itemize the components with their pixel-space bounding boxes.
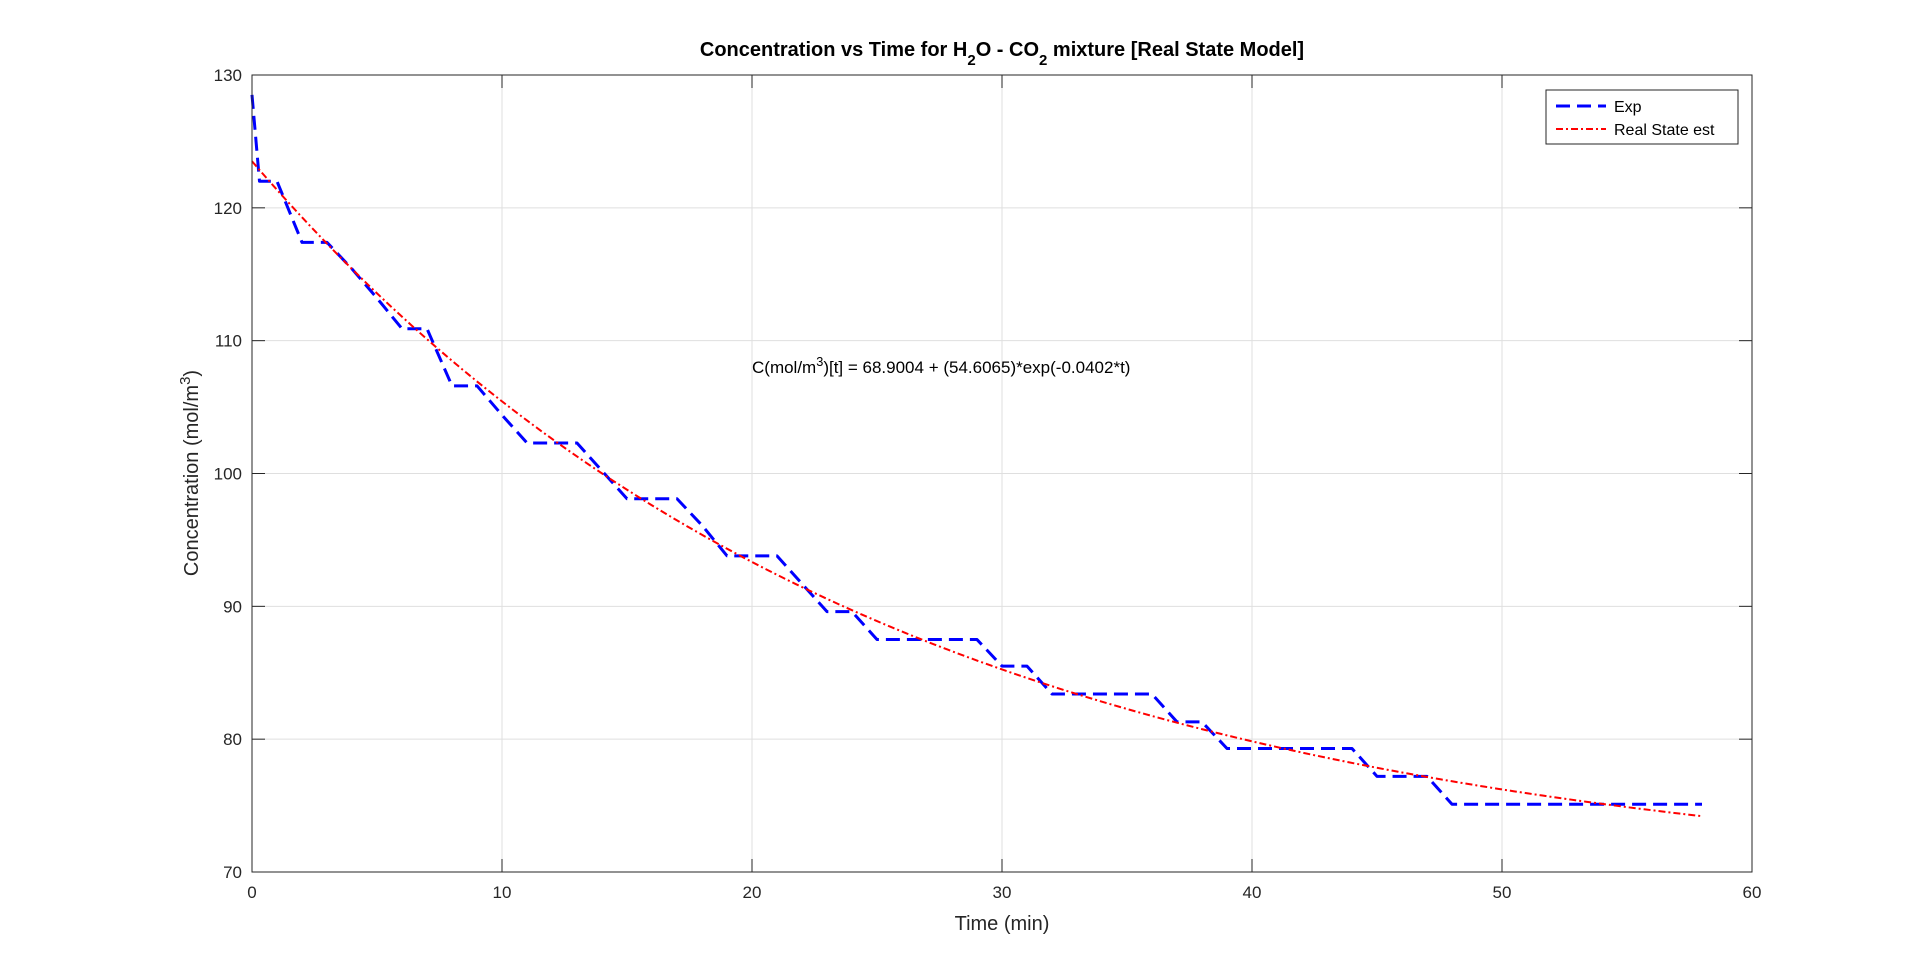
ticks: 0 10 20 30 40 50 60 70 80 90 100 110 120 130	[214, 66, 1762, 902]
text-run: mixture [Real State Model]	[1047, 39, 1304, 61]
y-tick-label: 120	[214, 199, 242, 218]
superscript: 3	[177, 377, 194, 385]
legend-label: Real State est	[1614, 122, 1715, 139]
subscript: 2	[1039, 52, 1047, 69]
text-run: Concentration vs Time for H	[700, 39, 967, 61]
x-tick-label: 60	[1743, 883, 1762, 902]
chart-title: Concentration vs Time for H2O - CO2 mixt…	[700, 39, 1304, 69]
x-axis-title: Time (min)	[955, 913, 1050, 935]
text-run: Concentration (mol/m	[181, 385, 203, 576]
x-tick-label: 50	[1493, 883, 1512, 902]
x-tick-label: 10	[493, 883, 512, 902]
text-run: )	[181, 370, 203, 377]
legend-label: Exp	[1614, 99, 1642, 116]
legend: Exp Real State est	[1545, 89, 1739, 145]
x-tick-label: 30	[993, 883, 1012, 902]
gridlines	[252, 75, 1752, 872]
legend-box	[1545, 89, 1739, 145]
fit-equation-annotation: C(mol/m3)[t] = 68.9004 + (54.6065)*exp(-…	[752, 354, 1130, 378]
y-tick-label: 110	[215, 332, 242, 351]
y-tick-label: 130	[214, 66, 242, 85]
text-run: O - CO	[976, 39, 1039, 61]
superscript: 3	[816, 354, 823, 369]
x-tick-label: 40	[1243, 883, 1262, 902]
series-line-real-state-est	[251, 160, 1703, 818]
y-tick-label: 80	[223, 730, 242, 749]
subscript: 2	[967, 52, 975, 69]
y-tick-label: 100	[214, 465, 242, 484]
y-tick-label: 70	[223, 863, 242, 882]
x-tick-label: 20	[743, 883, 762, 902]
text-run: )[t] = 68.9004 + (54.6065)*exp(-0.0402*t…	[823, 358, 1130, 377]
x-tick-label: 0	[247, 883, 256, 902]
y-axis-title: Concentration (mol/m3)	[177, 370, 204, 576]
series-layer	[250, 94, 1703, 818]
text-run: C(mol/m	[752, 358, 816, 377]
y-tick-label: 90	[223, 597, 242, 616]
series-line-exp	[250, 94, 1702, 806]
